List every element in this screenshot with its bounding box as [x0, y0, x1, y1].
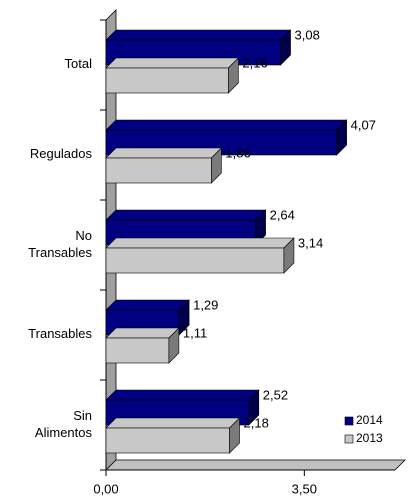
- category-label-line: Sin: [73, 408, 92, 423]
- value-label: 4,07: [351, 117, 376, 132]
- value-label: 2,64: [270, 207, 295, 222]
- bar-side: [255, 209, 266, 246]
- bar-top: [105, 237, 295, 249]
- category-label-line: Regulados: [30, 146, 93, 161]
- value-label: 3,14: [298, 235, 323, 250]
- bar-top: [105, 209, 267, 221]
- category-label: Transables: [28, 326, 92, 341]
- bar: [105, 417, 241, 454]
- category-label-line: Transables: [28, 326, 92, 341]
- category-label-line: Total: [65, 56, 93, 71]
- bar-front: [105, 247, 285, 274]
- bar-top: [105, 29, 292, 41]
- bar-top: [105, 327, 180, 339]
- value-label: 1,86: [225, 145, 250, 160]
- value-label: 2,52: [263, 387, 288, 402]
- bar-side: [248, 389, 260, 426]
- bar-side: [336, 119, 347, 156]
- bar-front: [105, 337, 170, 364]
- category-label-line: No: [75, 228, 92, 243]
- category-label: Total: [65, 56, 93, 71]
- value-label: 2,16: [242, 55, 267, 70]
- bar-side: [211, 147, 222, 184]
- x-tick-label: 3,50: [292, 481, 317, 496]
- bar-front: [105, 67, 229, 94]
- bar-side: [283, 237, 295, 274]
- legend-label: 2014: [356, 413, 383, 427]
- bar-top: [105, 147, 223, 159]
- value-label: 1,11: [183, 325, 207, 340]
- value-label: 3,08: [295, 27, 320, 42]
- legend-swatch: [344, 434, 354, 444]
- legend-label: 2013: [356, 431, 383, 445]
- floor: [105, 459, 406, 471]
- bar-side: [178, 299, 190, 336]
- bar: [105, 147, 223, 184]
- category-label: No Transables: [28, 228, 92, 260]
- category-label: Sin Alimentos: [35, 408, 93, 440]
- legend-swatch: [344, 416, 354, 426]
- bar-top: [105, 57, 240, 69]
- x-tick-label: 0,00: [93, 481, 118, 496]
- bar-side: [228, 57, 239, 94]
- value-label: 2,18: [244, 415, 269, 430]
- bar-side: [168, 327, 180, 364]
- bar-front: [105, 157, 212, 184]
- bar-side: [229, 417, 240, 454]
- bar: [105, 327, 180, 364]
- bar-front: [105, 427, 230, 454]
- category-label-line: Alimentos: [35, 425, 93, 440]
- category-label-line: Transables: [28, 245, 92, 260]
- bar: [105, 237, 295, 274]
- bar-top: [105, 119, 348, 131]
- bar-top: [105, 417, 241, 429]
- bar-side: [280, 29, 291, 66]
- category-label: Regulados: [30, 146, 93, 161]
- bar-top: [105, 299, 190, 311]
- bar: [105, 57, 240, 94]
- value-label: 1,29: [193, 297, 218, 312]
- bar-top: [105, 389, 260, 401]
